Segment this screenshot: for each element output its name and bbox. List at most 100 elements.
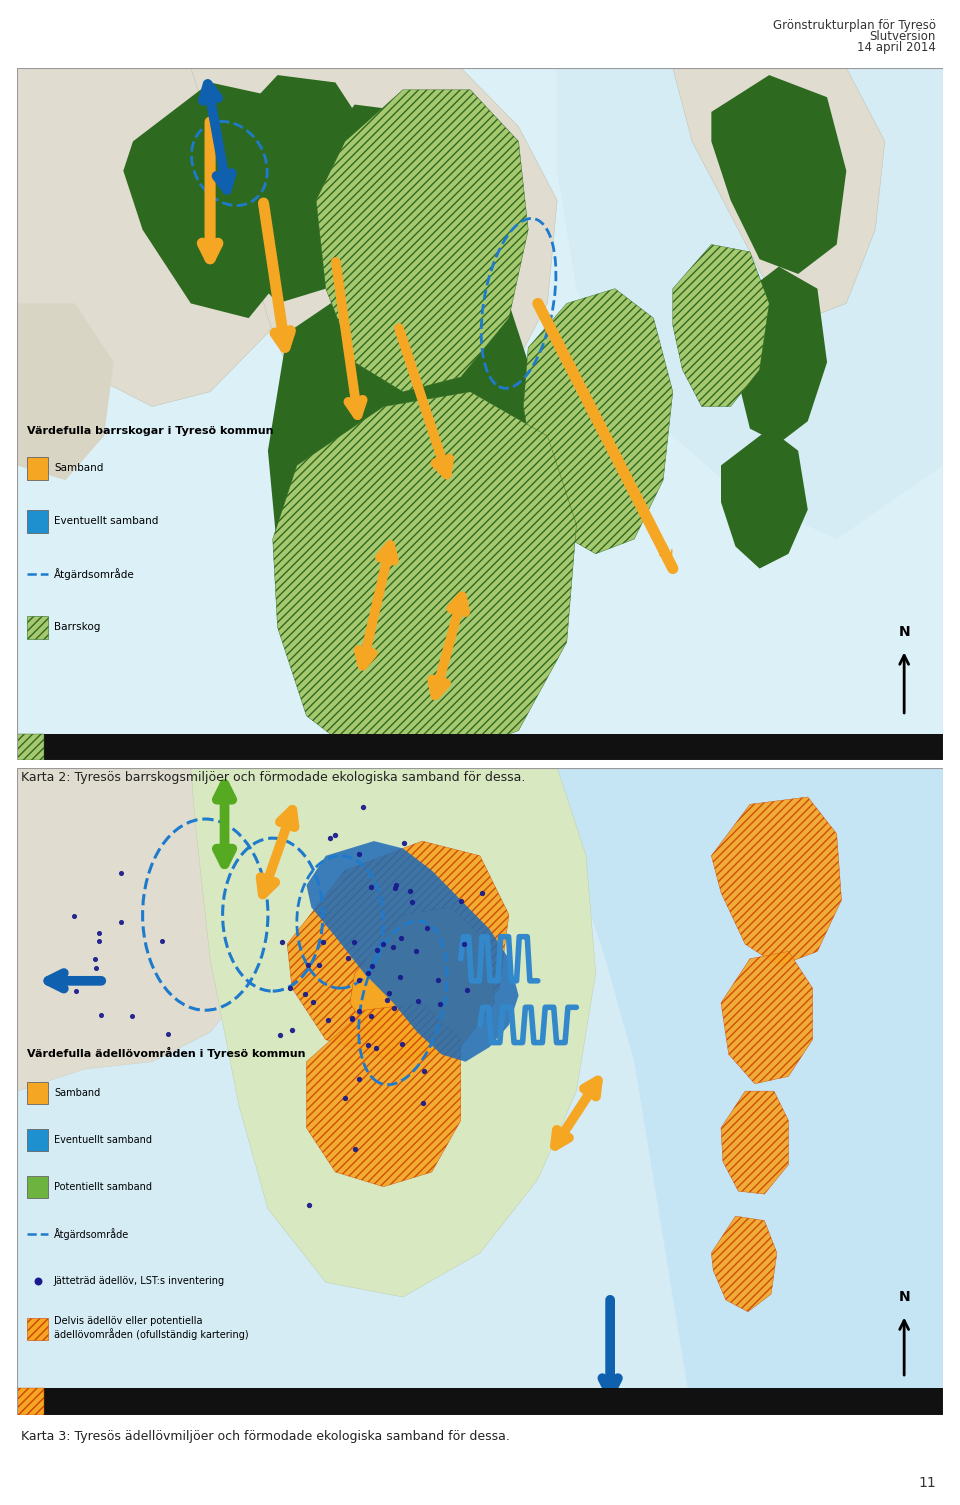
Text: Eventuellt samband: Eventuellt samband (54, 1135, 152, 1145)
Point (68, 980, 84, 1004)
Point (474, 880, 490, 905)
Point (405, 889, 420, 914)
Point (369, 1035, 384, 1060)
Point (382, 981, 397, 1005)
Point (364, 876, 379, 900)
Point (417, 1060, 432, 1084)
Point (91, 929, 107, 953)
Point (432, 992, 447, 1016)
Bar (27, 1082, 48, 1105)
Point (389, 873, 404, 897)
Point (344, 1007, 359, 1031)
Point (431, 968, 446, 992)
Point (370, 939, 385, 963)
Point (415, 1091, 430, 1115)
Bar (17, 1388, 44, 1415)
Text: Åtgärdsområde: Åtgärdsområde (54, 569, 134, 581)
Polygon shape (17, 304, 113, 480)
Point (460, 978, 475, 1002)
Point (347, 930, 362, 954)
Point (113, 911, 129, 935)
Polygon shape (316, 90, 528, 391)
Point (364, 954, 379, 978)
Bar (17, 733, 44, 760)
Point (396, 831, 411, 855)
Point (385, 935, 400, 959)
Point (93, 1004, 108, 1028)
Polygon shape (557, 68, 943, 539)
Polygon shape (721, 1091, 788, 1193)
Bar (27, 456, 48, 480)
Polygon shape (17, 768, 287, 1091)
Point (420, 917, 435, 941)
Point (386, 996, 401, 1020)
Text: N: N (899, 1290, 910, 1305)
Point (364, 1004, 379, 1028)
Text: Delvis ädellöv eller potentiella
ädellövområden (ofullständig kartering): Delvis ädellöv eller potentiella ädellöv… (54, 1315, 249, 1339)
Bar (27, 1129, 48, 1151)
Text: Värdefulla barrskogar i Tyresö kommun: Värdefulla barrskogar i Tyresö kommun (27, 426, 274, 436)
Point (387, 876, 402, 900)
Polygon shape (268, 259, 538, 686)
Bar (27, 1318, 48, 1339)
Point (311, 953, 326, 977)
Text: Värdefulla ädellövområden i Tyresö kommun: Värdefulla ädellövområden i Tyresö kommu… (27, 1046, 305, 1060)
Bar (17, 733, 943, 760)
Point (66, 905, 82, 929)
Point (315, 930, 330, 954)
Polygon shape (316, 104, 451, 325)
Polygon shape (17, 68, 943, 760)
Point (300, 953, 316, 977)
Point (30, 1269, 45, 1293)
Point (305, 990, 321, 1014)
Point (402, 879, 418, 903)
Text: Slutversion: Slutversion (870, 30, 936, 44)
Polygon shape (721, 429, 807, 569)
Point (355, 795, 371, 819)
Point (301, 1192, 317, 1216)
Polygon shape (673, 68, 885, 318)
Polygon shape (711, 798, 842, 966)
Point (282, 975, 298, 999)
Point (351, 968, 367, 992)
Text: 11: 11 (919, 1476, 936, 1490)
Point (298, 983, 313, 1007)
Polygon shape (306, 1002, 461, 1187)
Polygon shape (711, 75, 847, 274)
Polygon shape (673, 244, 769, 406)
Point (323, 826, 338, 850)
Point (91, 921, 107, 945)
Polygon shape (17, 68, 325, 406)
Text: Grönstrukturplan för Tyresö: Grönstrukturplan för Tyresö (773, 18, 936, 32)
Polygon shape (721, 951, 812, 1084)
Bar (27, 510, 48, 533)
Text: N: N (899, 625, 910, 640)
Bar (27, 1177, 48, 1198)
Point (410, 989, 425, 1013)
Polygon shape (191, 68, 557, 465)
Point (327, 823, 343, 847)
Point (320, 1008, 335, 1032)
Point (86, 947, 102, 971)
Text: Åtgärdsområde: Åtgärdsområde (54, 1228, 130, 1240)
Point (275, 930, 290, 954)
Point (454, 889, 469, 914)
Point (395, 1032, 410, 1057)
Point (375, 933, 391, 957)
Point (125, 1004, 140, 1028)
Point (113, 861, 129, 885)
Text: Samband: Samband (54, 464, 104, 474)
Bar (17, 1388, 943, 1415)
Polygon shape (731, 266, 828, 444)
Point (351, 998, 367, 1022)
Polygon shape (287, 841, 509, 1061)
Point (340, 947, 355, 971)
Point (284, 1019, 300, 1043)
Point (457, 932, 472, 956)
Point (351, 1067, 367, 1091)
Polygon shape (557, 768, 943, 1415)
Polygon shape (191, 768, 595, 1297)
Polygon shape (123, 83, 316, 318)
Point (88, 956, 104, 980)
Polygon shape (306, 841, 518, 1061)
